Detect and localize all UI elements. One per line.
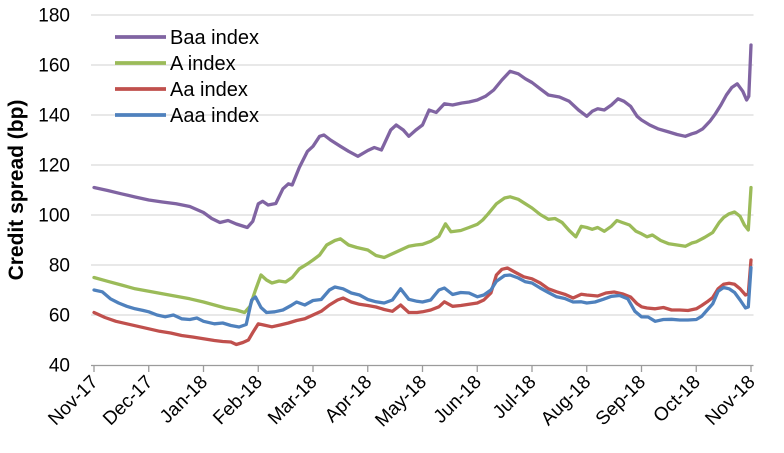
x-axis-tick-label: Nov-18 — [701, 372, 759, 430]
y-axis-tick-label: 180 — [38, 6, 70, 27]
x-axis-tick-label: Jan-18 — [156, 372, 212, 428]
chart-legend: Baa index A index Aa index Aaa index — [115, 27, 259, 127]
y-axis-tick-label: 160 — [38, 56, 70, 77]
y-axis-tick-label: 100 — [38, 206, 70, 227]
y-axis-tick-label: 60 — [49, 306, 70, 327]
legend-item: Baa index — [115, 27, 259, 49]
legend-item: A index — [115, 53, 236, 75]
x-axis-tick-label: Mar-18 — [264, 372, 321, 429]
gridlines — [91, 14, 754, 316]
series-line-aaa-index — [92, 265, 753, 329]
y-axis-tick-label: 120 — [38, 156, 70, 177]
x-axis-tick-label: Nov-17 — [44, 372, 102, 430]
legend-item: Aaa index — [115, 105, 259, 127]
legend-label: Aa index — [170, 79, 248, 101]
x-axis-tick-label: Feb-18 — [209, 372, 266, 429]
data-series-lines — [92, 43, 753, 347]
y-axis-tick-labels: 40 60 80 100 120 140 160 180 — [38, 6, 70, 377]
series-line-a-index — [92, 185, 753, 315]
y-axis-title: Credit spread (bp) — [5, 100, 28, 281]
x-axis-tick-label: Dec-17 — [99, 372, 157, 430]
x-axis-tick-label: Jul-18 — [489, 372, 540, 423]
x-axis-tick-label: May-18 — [371, 372, 431, 432]
x-axis-tick-label: Sep-18 — [592, 372, 650, 430]
x-axis-tick-label: Aug-18 — [537, 372, 595, 430]
y-axis-tick-label: 40 — [49, 356, 70, 377]
x-axis-tick-label: Apr-18 — [321, 372, 376, 427]
x-axis-tick-label: Oct-18 — [650, 372, 705, 427]
x-axis-tick-label: Jun-18 — [430, 372, 486, 428]
y-axis-tick-label: 80 — [49, 256, 70, 277]
y-axis-tick-label: 140 — [38, 106, 70, 127]
series-line-baa-index — [92, 43, 753, 230]
legend-item: Aa index — [115, 79, 248, 101]
legend-label: A index — [170, 53, 236, 75]
series-line-aa-index — [92, 258, 753, 347]
legend-label: Aaa index — [170, 105, 259, 127]
x-axis-tick-marks — [93, 365, 752, 372]
legend-label: Baa index — [170, 27, 259, 49]
